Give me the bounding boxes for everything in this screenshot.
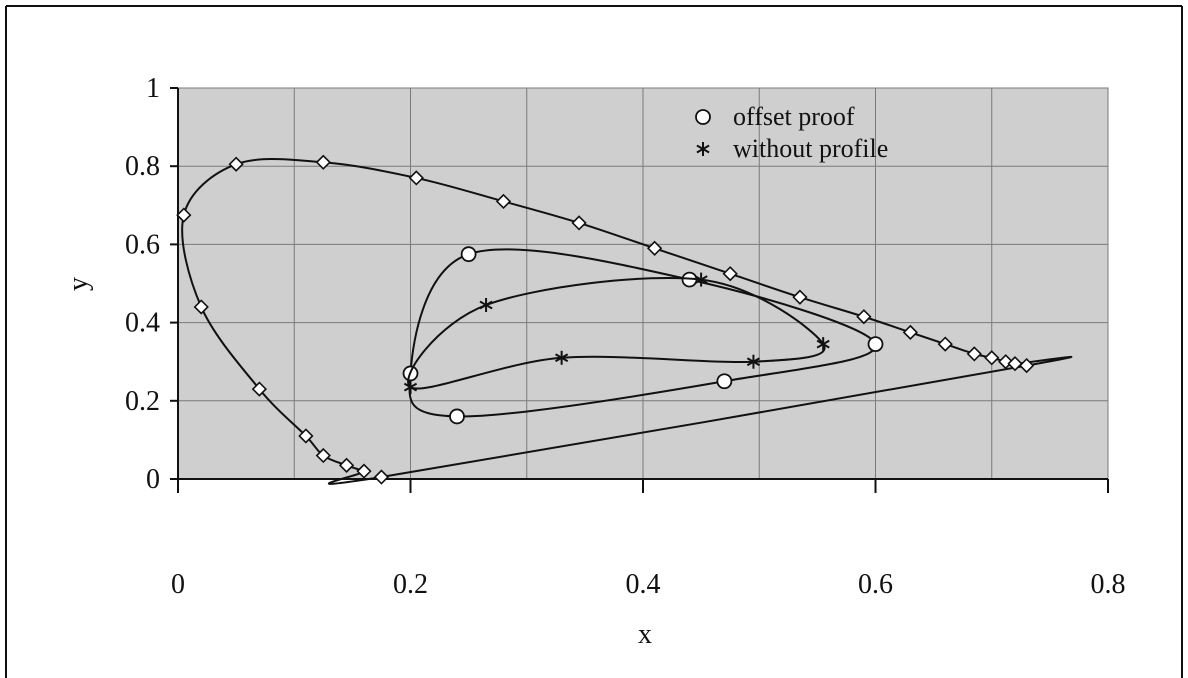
star-marker-stroke	[479, 300, 493, 310]
legend: offset proof without profile	[695, 102, 888, 163]
without-profile-legend-label: without profile	[733, 134, 888, 163]
y-tick-label: 0.2	[125, 386, 160, 417]
x-tick-label: 0.2	[393, 569, 428, 600]
offset-proof-legend-label: offset proof	[733, 102, 855, 131]
x-tick-label: 0.8	[1091, 569, 1126, 600]
offset-proof-legend-marker	[695, 109, 711, 125]
spectral-locus-point	[937, 336, 953, 352]
spectral-locus-point	[984, 350, 1000, 366]
spectral-locus-point	[792, 289, 808, 305]
y-tick-label: 0.6	[125, 229, 160, 260]
x-tick-label: 0.6	[858, 569, 893, 600]
spectral-locus-point	[315, 154, 331, 170]
y-tick-label: 0.4	[125, 308, 160, 339]
spectral-locus-point	[193, 299, 209, 315]
axes: 0 0.2 0.4 0.6 0.8 1 0 0.2 0.4 0.6 0.8	[125, 73, 1126, 600]
offset-proof-point	[460, 246, 477, 263]
spectral-locus-point	[722, 266, 738, 282]
spectral-locus-point	[495, 193, 512, 210]
x-tick-label: 0.4	[626, 569, 661, 600]
without-profile-point	[479, 298, 493, 313]
spectral-locus-point	[1018, 357, 1035, 374]
y-tick-label: 0.8	[125, 151, 160, 182]
spectral-locus-point	[251, 381, 268, 397]
spectral-locus-point	[1007, 356, 1023, 372]
x-axis-title: x	[638, 619, 652, 650]
spectral-locus-point	[228, 156, 244, 172]
spectral-locus-point	[571, 215, 587, 231]
star-marker-stroke	[696, 144, 710, 154]
spectral-locus-point	[373, 469, 390, 485]
star-marker-stroke	[403, 382, 418, 392]
spectral-locus-point	[856, 309, 872, 325]
spectral-locus-point	[298, 428, 314, 444]
spectral-locus-point	[315, 447, 331, 464]
without-profile-point	[694, 272, 708, 287]
without-profile-point	[555, 350, 569, 365]
spectral-locus-point	[966, 346, 982, 362]
spectral-locus-point	[356, 463, 372, 479]
spectral-locus-point	[646, 240, 663, 256]
without-profile-legend-marker	[696, 142, 710, 156]
without-profile-point	[816, 337, 830, 352]
spectral-locus-point	[408, 170, 424, 186]
y-axis-title: y	[63, 277, 94, 291]
y-tick-label: 1	[146, 73, 160, 104]
star-marker-stroke	[555, 353, 569, 363]
spectral-locus-point	[902, 324, 919, 341]
offset-proof-point	[716, 373, 733, 390]
y-tick-label: 0	[146, 464, 160, 495]
without-profile-point	[746, 354, 761, 369]
star-marker-stroke	[694, 275, 708, 284]
x-tick-label: 0	[171, 569, 185, 600]
without-profile-point	[403, 380, 418, 395]
spectral-locus-point	[176, 207, 192, 223]
data-series	[176, 154, 1073, 485]
spectral-locus-point	[338, 457, 355, 473]
offset-proof-point	[867, 336, 884, 353]
offset-proof-point	[449, 408, 465, 425]
star-marker-stroke	[746, 357, 761, 367]
star-marker-stroke	[816, 339, 830, 349]
